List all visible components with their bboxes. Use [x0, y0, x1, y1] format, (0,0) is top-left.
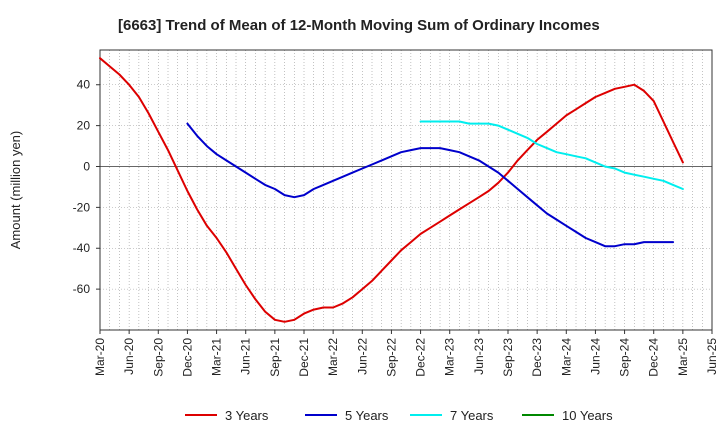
series-lines: [99, 57, 684, 323]
grid: [100, 50, 712, 330]
x-tick-label: Mar-24: [559, 338, 573, 376]
y-tick-label: 40: [77, 78, 91, 92]
y-axis: -60 -40 -20 0 20 40: [73, 78, 100, 296]
x-tick-label: Jun-25: [705, 338, 719, 375]
x-tick-label: Jun-21: [239, 338, 253, 375]
series-line-5-years: [186, 122, 675, 248]
legend: 3 Years 5 Years 7 Years 10 Years: [185, 408, 613, 423]
x-tick-label: Dec-22: [414, 338, 428, 377]
x-tick-label: Sep-24: [618, 338, 632, 377]
series-line-7-years: [419, 120, 684, 190]
x-axis: Mar-20 Jun-20 Sep-20 Dec-20 Mar-21 Jun-21 Sep-…: [93, 330, 719, 377]
series-line-3-years: [99, 57, 684, 323]
x-tick-label: Mar-23: [443, 338, 457, 376]
x-tick-label: Sep-21: [268, 338, 282, 377]
x-tick-label: Dec-23: [530, 338, 544, 377]
x-tick-label: Dec-24: [647, 338, 661, 377]
x-tick-label: Jun-24: [588, 338, 602, 375]
y-tick-label: 0: [83, 159, 90, 173]
legend-label: 5 Years: [345, 408, 389, 423]
plot-frame: [99, 49, 713, 331]
x-tick-label: Jun-23: [472, 338, 486, 375]
legend-label: 3 Years: [225, 408, 269, 423]
legend-label: 10 Years: [562, 408, 613, 423]
x-tick-label: Jun-22: [355, 338, 369, 375]
x-tick-label: Dec-20: [180, 338, 194, 377]
y-tick-label: -60: [73, 282, 91, 296]
chart-title: [6663] Trend of Mean of 12-Month Moving …: [118, 17, 600, 34]
y-axis-label: Amount (million yen): [8, 131, 23, 250]
x-tick-label: Mar-22: [326, 338, 340, 376]
y-tick-label: -20: [73, 200, 91, 214]
y-tick-label: -40: [73, 241, 91, 255]
x-tick-label: Sep-20: [151, 338, 165, 377]
x-tick-label: Dec-21: [297, 338, 311, 377]
x-tick-label: Sep-22: [384, 338, 398, 377]
x-tick-label: Mar-21: [210, 338, 224, 376]
legend-label: 7 Years: [450, 408, 494, 423]
y-tick-label: 20: [77, 119, 91, 133]
x-tick-label: Jun-20: [122, 338, 136, 375]
x-tick-label: Mar-25: [676, 338, 690, 376]
x-tick-label: Sep-23: [501, 338, 515, 377]
x-tick-label: Mar-20: [93, 338, 107, 376]
